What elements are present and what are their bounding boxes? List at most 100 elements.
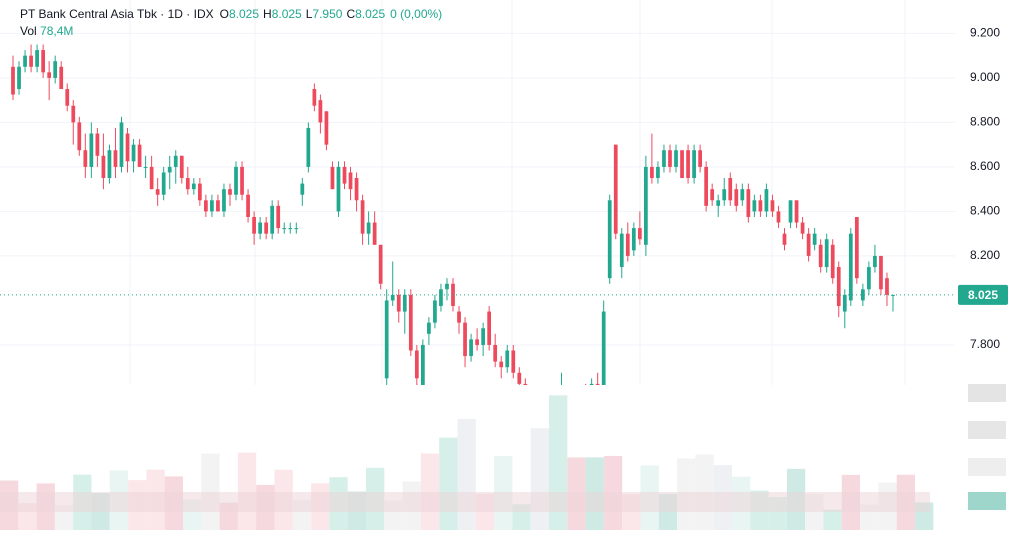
candle-body: [505, 350, 510, 368]
candle-body: [794, 200, 799, 223]
last-price-label: 8.025: [968, 288, 998, 302]
candle-body: [637, 228, 642, 240]
candle-body: [607, 200, 612, 279]
candle-body: [264, 222, 269, 234]
candle-body: [469, 339, 473, 357]
candle-body: [185, 178, 190, 190]
candle-body: [740, 189, 745, 201]
candle-body: [29, 55, 33, 67]
candle-body: [252, 216, 256, 234]
candle-body: [873, 255, 877, 268]
blur-axis-block: [968, 384, 1006, 402]
candle-body: [342, 166, 347, 184]
candle-body: [710, 189, 715, 201]
y-tick-label: 8.200: [970, 248, 1000, 262]
candle-body: [41, 50, 46, 73]
candle-body: [23, 55, 27, 67]
candle-body: [71, 105, 76, 123]
candle-body: [312, 89, 317, 106]
candle-body: [601, 311, 606, 385]
candle-body: [59, 66, 64, 90]
candle-body: [137, 144, 142, 167]
y-tick-label: 8.800: [970, 115, 1000, 129]
blur-axis-block: [968, 421, 1006, 439]
candle-body: [306, 127, 311, 167]
candle-body: [457, 311, 461, 323]
candle-body: [692, 150, 696, 179]
volume-key: Vol: [20, 24, 37, 38]
candle-body: [860, 289, 865, 301]
candle-body: [11, 66, 15, 95]
candle-body: [360, 200, 365, 234]
candle-body: [523, 383, 528, 385]
candle-body: [746, 189, 751, 217]
candle-body: [433, 300, 437, 323]
candle-body: [107, 150, 112, 179]
candle-body: [885, 278, 889, 295]
candle-body: [95, 133, 100, 156]
candle-body: [77, 122, 82, 151]
candle-body: [722, 189, 727, 201]
candle-body: [420, 344, 425, 385]
blur-block: [439, 437, 458, 530]
candle-body: [113, 150, 118, 167]
candle-body: [824, 239, 829, 268]
grid: [0, 0, 955, 385]
candle-body: [656, 166, 660, 179]
candle-body: [167, 166, 172, 173]
candle-body: [662, 150, 666, 167]
blur-block: [237, 452, 257, 530]
candle-body: [776, 211, 781, 223]
legend-value: 7.950: [312, 7, 343, 21]
candle-body: [854, 216, 859, 279]
candle-body: [101, 155, 106, 179]
candle-body: [445, 283, 449, 290]
candle-body: [493, 344, 498, 362]
y-tick-label: 8.400: [970, 204, 1000, 218]
candle-body: [324, 111, 329, 145]
candle-body: [427, 322, 431, 334]
candle-body: [179, 155, 184, 179]
candle-body: [848, 233, 853, 301]
legend-key: L: [305, 7, 313, 21]
candle-body: [318, 100, 323, 123]
candle-body: [354, 178, 359, 201]
legend-value: 8.025: [228, 7, 260, 21]
candle-body: [65, 89, 70, 106]
candle-body: [879, 255, 883, 290]
blur-strip: [0, 492, 930, 512]
candle-body: [511, 350, 516, 373]
candle-body: [53, 61, 58, 78]
candle-body: [517, 372, 522, 384]
legend-key: O: [219, 7, 229, 21]
candle-body: [408, 294, 413, 351]
volume-row: Vol 78,4M: [20, 23, 442, 40]
candle-body: [680, 150, 684, 179]
candle-body: [414, 350, 419, 379]
blur-axis-block: [968, 458, 1006, 476]
legend-value: 8.025: [355, 7, 386, 21]
candle-body: [330, 166, 335, 190]
candle-body: [300, 183, 305, 195]
candle-body: [644, 166, 648, 245]
candle-body: [228, 189, 232, 195]
candle-body: [197, 183, 202, 201]
candle-body: [234, 166, 238, 195]
candle-body: [619, 233, 624, 268]
chart-title: PT Bank Central Asia Tbk · 1D · IDX: [20, 7, 214, 21]
candle-body: [698, 150, 702, 167]
candle-body: [589, 383, 594, 385]
candle-body: [499, 361, 504, 368]
candle-body: [812, 233, 817, 245]
candle-body: [191, 183, 196, 190]
candle-body: [89, 133, 94, 167]
candle-body: [396, 294, 401, 312]
candle-body: [378, 244, 383, 284]
candle-body: [173, 155, 178, 167]
candle-body: [770, 200, 775, 212]
legend-key: H: [263, 7, 272, 21]
candle-body: [631, 228, 636, 251]
candle-body: [35, 50, 39, 67]
candle-body: [210, 200, 214, 212]
